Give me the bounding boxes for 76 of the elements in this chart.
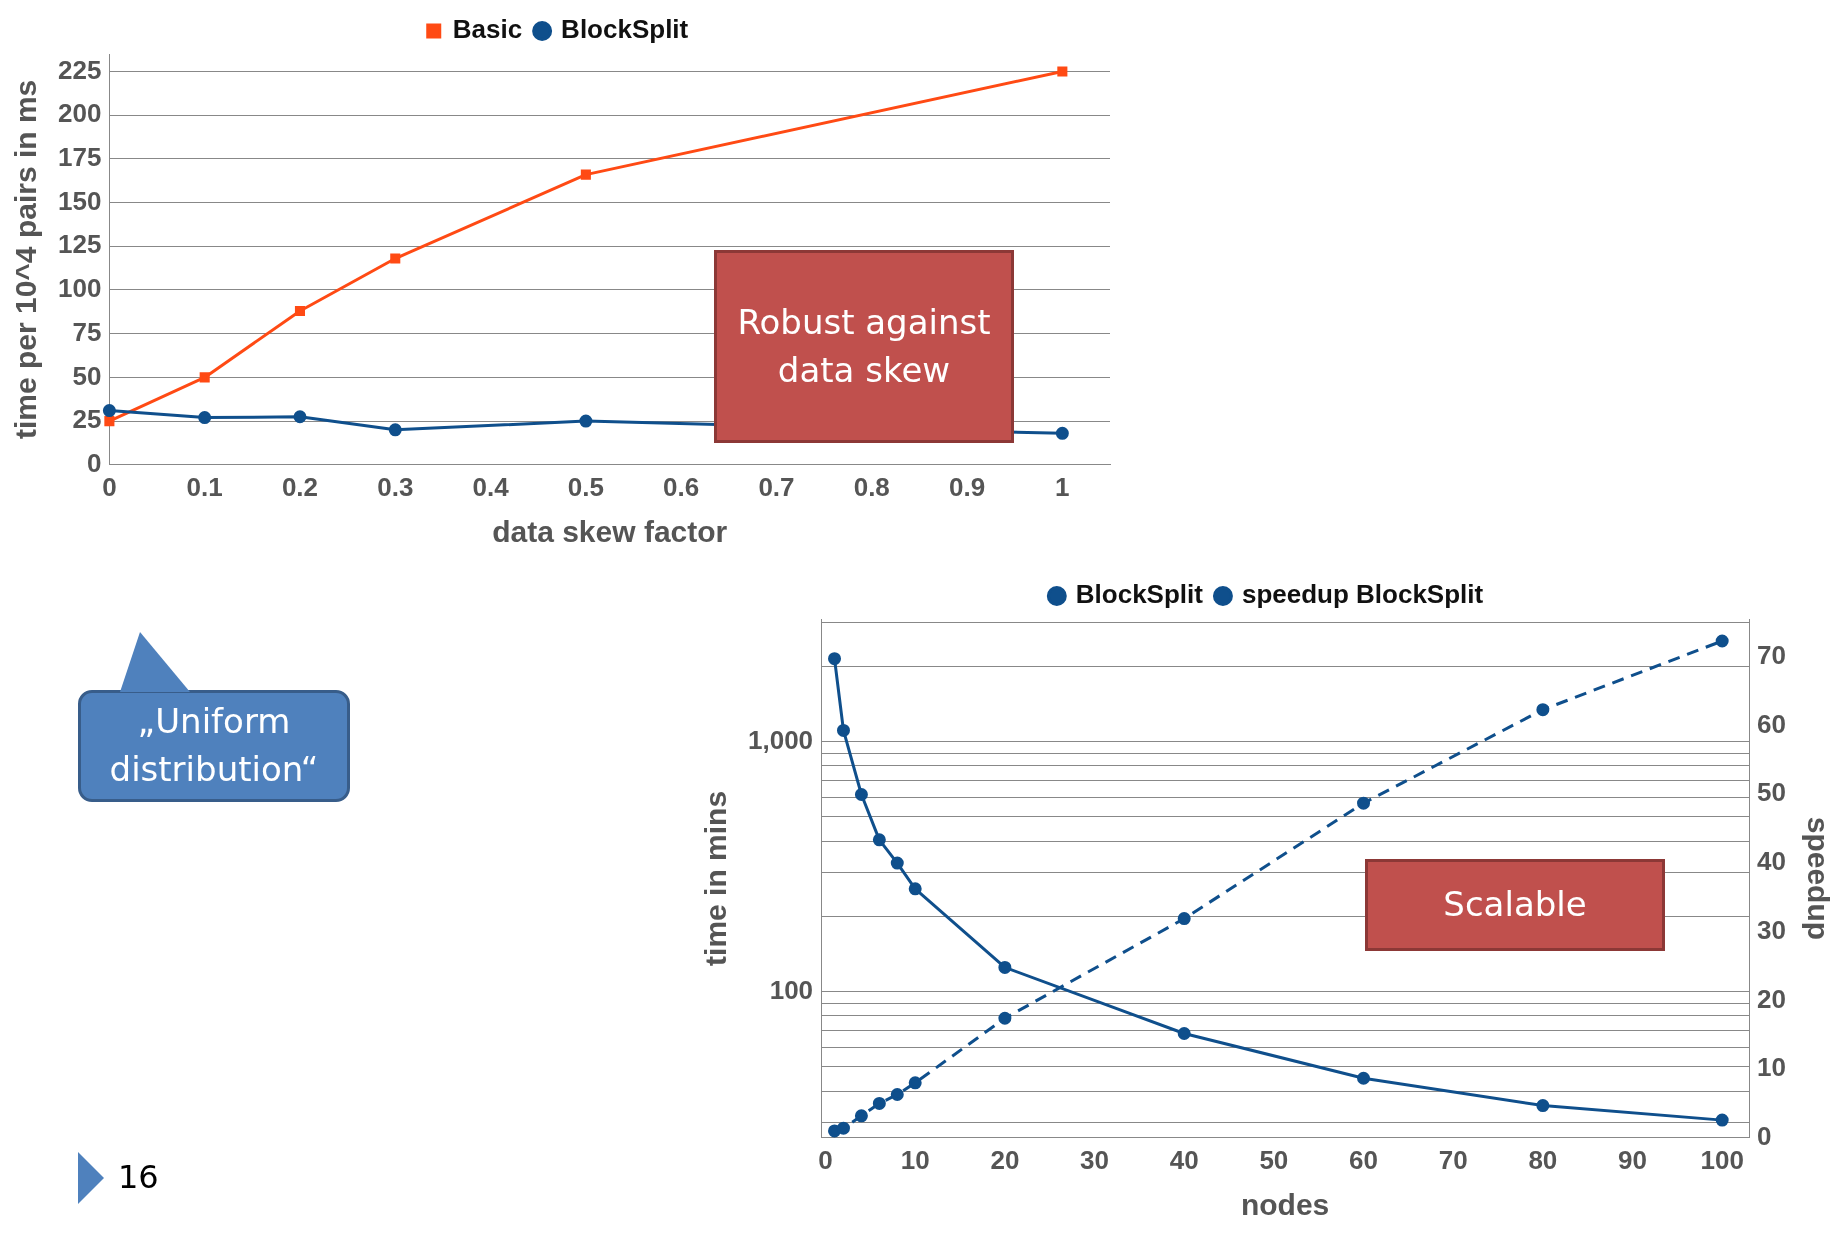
point	[1177, 1026, 1191, 1040]
x-tick-label: 20	[990, 1144, 1020, 1175]
y-axis-title: time per 10^4 pairs in ms	[9, 79, 43, 440]
y-tick-label: 1,000	[747, 724, 814, 755]
point	[293, 410, 307, 424]
x-tick-label: 1	[1055, 471, 1070, 502]
y2-tick-label: 20	[1757, 983, 1786, 1014]
point	[1057, 66, 1068, 77]
x-tick-label: 0.6	[663, 471, 700, 502]
point	[1357, 1071, 1371, 1085]
x-tick-label: 30	[1080, 1144, 1109, 1175]
y-tick-label: 200	[57, 98, 102, 129]
y2-axis-title: speedup	[1801, 816, 1835, 941]
y2-tick-label: 10	[1757, 1052, 1786, 1083]
x-tick-label: 50	[1259, 1144, 1289, 1175]
x-tick-label: 0.2	[281, 471, 319, 502]
point	[104, 416, 115, 427]
y-tick-label: 50	[72, 360, 102, 391]
y2-tick-label: 40	[1757, 846, 1786, 877]
x-axis-title: data skew factor	[492, 515, 728, 549]
point	[1536, 1099, 1550, 1113]
text: 16	[118, 1158, 159, 1196]
point	[580, 169, 591, 180]
point	[102, 404, 116, 418]
x-tick-label: 0.1	[186, 471, 223, 502]
point	[579, 414, 593, 428]
point	[998, 960, 1012, 974]
note-box: Scalable	[1365, 859, 1665, 951]
x-tick-label: 100	[1700, 1144, 1744, 1175]
y-tick-label: 225	[57, 54, 102, 85]
point	[390, 253, 401, 264]
y-tick-label: 150	[57, 185, 102, 216]
callout-box: „Uniform distribution“	[78, 690, 350, 802]
point	[388, 423, 402, 437]
y-tick-label: 125	[57, 229, 102, 260]
point	[198, 411, 212, 425]
point	[836, 723, 850, 737]
y-tick-label: 100	[57, 273, 102, 304]
y2-tick-label: 0	[1757, 1120, 1772, 1151]
y2-tick-label: 60	[1757, 708, 1786, 739]
point	[828, 652, 842, 666]
x-tick-label: 0.8	[853, 471, 890, 502]
x-tick-label: 0.4	[472, 471, 510, 502]
x-tick-label: 40	[1169, 1144, 1199, 1175]
x-tick-label: 0.5	[567, 471, 604, 502]
x-tick-label: 0.9	[948, 471, 986, 502]
x-tick-label: 0	[818, 1144, 833, 1175]
y-tick-label: 175	[57, 142, 102, 173]
point	[294, 305, 306, 316]
legend-label: BlockSplit	[1075, 579, 1204, 610]
y2-tick-label: 50	[1757, 777, 1786, 808]
y2-tick-label: 70	[1757, 639, 1786, 670]
legend-label: speedup BlockSplit	[1241, 579, 1484, 610]
legend-label: BlockSplit	[561, 14, 689, 45]
legend-label: Basic	[452, 14, 523, 45]
x-tick-label: 90	[1618, 1144, 1647, 1175]
point	[890, 856, 904, 870]
y-tick-label: 25	[72, 404, 102, 435]
y-tick-label: 0	[86, 447, 102, 478]
x-tick-label: 0.3	[377, 471, 414, 502]
x-tick-label: 10	[900, 1144, 930, 1175]
x-tick-label: 70	[1438, 1144, 1468, 1175]
x-axis-title: nodes	[1240, 1188, 1330, 1222]
point	[872, 833, 886, 847]
y-tick-label: 75	[72, 316, 102, 347]
point	[854, 788, 868, 802]
note-box: Robust against data skew	[714, 250, 1014, 443]
x-tick-label: 80	[1528, 1144, 1558, 1175]
y2-tick-label: 30	[1757, 914, 1786, 945]
x-tick-label: 0.7	[758, 471, 795, 502]
point	[1055, 426, 1069, 440]
point	[199, 372, 210, 383]
x-tick-label: 60	[1349, 1144, 1378, 1175]
point	[1715, 1113, 1729, 1127]
point	[908, 882, 922, 896]
y-axis-title: time in mins	[699, 790, 733, 966]
